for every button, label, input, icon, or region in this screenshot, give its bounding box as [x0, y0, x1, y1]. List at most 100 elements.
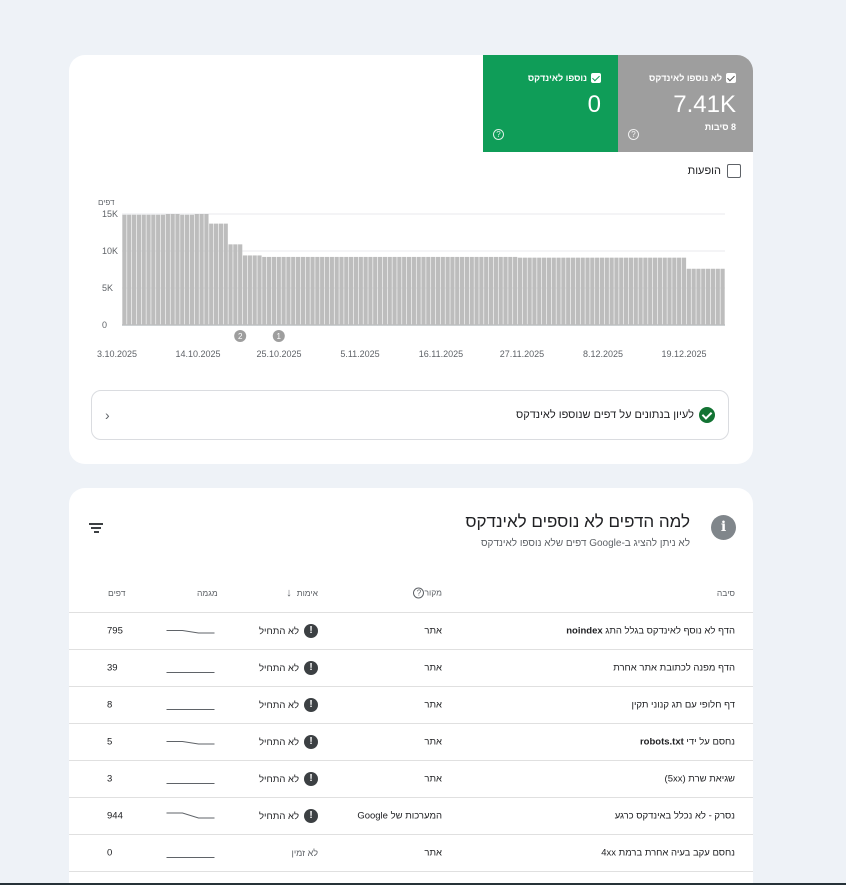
chart-bar[interactable]: [715, 268, 720, 325]
chart-bar[interactable]: [358, 256, 363, 325]
chart-bar[interactable]: [402, 256, 407, 325]
chart-bar[interactable]: [339, 256, 344, 325]
chart-bar[interactable]: [286, 256, 291, 325]
chart-bar[interactable]: [305, 256, 310, 325]
chart-bar[interactable]: [160, 214, 166, 325]
chart-bar[interactable]: [242, 255, 248, 325]
chart-bar[interactable]: [508, 256, 513, 325]
chart-bar[interactable]: [411, 256, 416, 325]
chart-bar[interactable]: [604, 257, 609, 325]
chart-bar[interactable]: [247, 255, 252, 325]
help-icon[interactable]: ?: [493, 129, 504, 140]
chart-bar[interactable]: [614, 257, 619, 325]
table-row[interactable]: הדף מפנה לכתובת אתר אחרת אתר ! לא התחיל …: [69, 650, 753, 687]
chart-bar[interactable]: [657, 257, 662, 325]
chart-bar[interactable]: [585, 257, 590, 325]
chart-bar[interactable]: [353, 256, 359, 325]
chart-bar[interactable]: [623, 257, 629, 325]
header-validation[interactable]: אימות ↓: [286, 587, 318, 599]
chart-bar[interactable]: [377, 256, 383, 325]
chart-bar[interactable]: [127, 214, 132, 325]
filter-icon[interactable]: [89, 523, 103, 535]
not-indexed-tile[interactable]: לא נוספו לאינדקס 7.41K 8 סיבות ?: [618, 55, 753, 152]
chart-bar[interactable]: [218, 223, 224, 325]
chart-bar[interactable]: [527, 257, 532, 325]
indexed-tile[interactable]: נוספו לאינדקס 0 ?: [483, 55, 618, 152]
chart-bar[interactable]: [648, 257, 653, 325]
chart-bar[interactable]: [252, 255, 257, 325]
chart-bar[interactable]: [561, 257, 566, 325]
chart-bar[interactable]: [551, 257, 556, 325]
chart-bar[interactable]: [566, 257, 571, 325]
help-icon[interactable]: ?: [628, 129, 639, 140]
chart-bar[interactable]: [315, 256, 320, 325]
chart-bar[interactable]: [170, 214, 175, 325]
chart-bar[interactable]: [619, 257, 624, 325]
chart-bar[interactable]: [382, 256, 388, 325]
chart-bar[interactable]: [628, 257, 634, 325]
header-pages[interactable]: דפים: [108, 587, 126, 598]
chart-bar[interactable]: [677, 257, 682, 325]
chart-bar[interactable]: [575, 257, 580, 325]
chart-bar[interactable]: [209, 223, 214, 325]
chart-bar[interactable]: [426, 256, 431, 325]
chart-bar[interactable]: [706, 268, 711, 325]
chart-bar[interactable]: [455, 256, 460, 325]
header-source[interactable]: מקור?: [395, 587, 442, 598]
chart-bar[interactable]: [643, 257, 648, 325]
table-row[interactable]: שגיאת שרת (5xx) אתר ! לא התחיל 3: [69, 761, 753, 798]
chart-bar[interactable]: [513, 256, 518, 325]
checkbox-checked-icon[interactable]: [726, 73, 736, 83]
chart-bar[interactable]: [281, 256, 286, 325]
header-trend[interactable]: מגמה: [197, 587, 218, 598]
header-reason[interactable]: סיבה: [716, 587, 735, 598]
chart-bar[interactable]: [334, 256, 339, 325]
chart-bar[interactable]: [363, 256, 368, 325]
chart-bar[interactable]: [175, 214, 180, 325]
chart-bar[interactable]: [474, 256, 479, 325]
chart-bar[interactable]: [136, 214, 141, 325]
chart-bar[interactable]: [450, 256, 455, 325]
chart-bar[interactable]: [344, 256, 349, 325]
annotation-marker[interactable]: [234, 330, 247, 342]
chart-bar[interactable]: [146, 214, 151, 325]
chart-bar[interactable]: [397, 256, 402, 325]
chart-bar[interactable]: [267, 256, 272, 325]
chart-bar[interactable]: [435, 256, 441, 325]
chart-bar[interactable]: [633, 257, 638, 325]
chart-bar[interactable]: [459, 256, 465, 325]
chart-bar[interactable]: [686, 268, 691, 325]
chart-bar[interactable]: [131, 214, 137, 325]
chart-bar[interactable]: [223, 223, 228, 325]
chart-bar[interactable]: [464, 256, 470, 325]
chart-bar[interactable]: [257, 255, 262, 325]
chart-bar[interactable]: [546, 257, 552, 325]
chart-bar[interactable]: [373, 256, 378, 325]
chart-bar[interactable]: [517, 257, 523, 325]
chart-bar[interactable]: [122, 214, 127, 325]
table-row[interactable]: הדף לא נוסף לאינדקס בגלל התג noindex אתר…: [69, 613, 753, 650]
checkbox-checked-icon[interactable]: [591, 73, 601, 83]
chart-bar[interactable]: [701, 268, 706, 325]
impressions-toggle[interactable]: הופעות: [688, 164, 741, 178]
chart-bar[interactable]: [238, 244, 243, 325]
checkbox-unchecked-icon[interactable]: [727, 164, 741, 178]
chart-bar[interactable]: [710, 268, 716, 325]
chart-bar[interactable]: [387, 256, 392, 325]
chart-bar[interactable]: [156, 214, 161, 325]
table-row[interactable]: נחסם על ידי robots.txt אתר ! לא התחיל 5: [69, 724, 753, 761]
chart-bar[interactable]: [556, 257, 561, 325]
chart-bar[interactable]: [609, 257, 614, 325]
chart-bar[interactable]: [368, 256, 373, 325]
chart-bar[interactable]: [141, 214, 146, 325]
chart-bar[interactable]: [199, 214, 204, 325]
chart-bar[interactable]: [320, 256, 325, 325]
chart-bar[interactable]: [189, 214, 195, 325]
chart-bar[interactable]: [440, 256, 445, 325]
chart-bar[interactable]: [488, 256, 494, 325]
chart-bar[interactable]: [276, 256, 281, 325]
help-icon[interactable]: ?: [413, 587, 425, 598]
chart-bar[interactable]: [479, 256, 484, 325]
chart-bar[interactable]: [484, 256, 489, 325]
chart-bar[interactable]: [672, 257, 677, 325]
